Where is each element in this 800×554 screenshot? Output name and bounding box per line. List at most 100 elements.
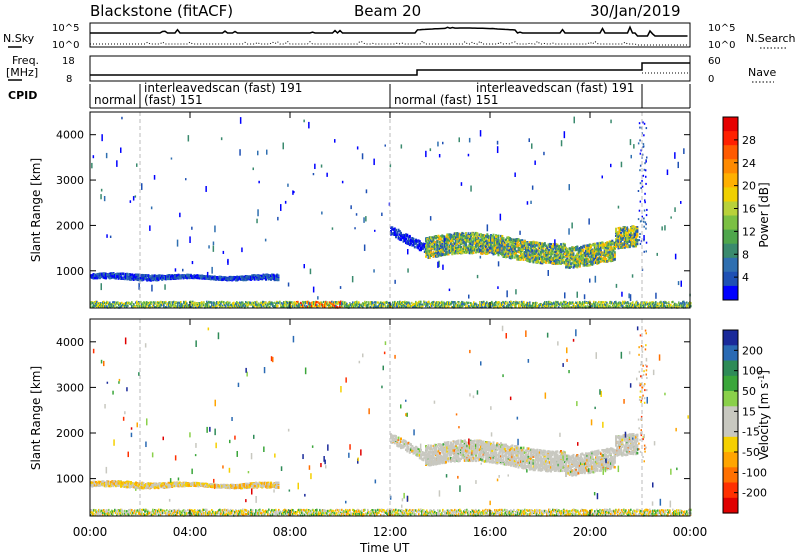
echo-cell	[465, 248, 467, 252]
freq-panel-frame	[89, 55, 691, 82]
echo-cell	[614, 301, 616, 304]
echo-cell	[541, 243, 544, 247]
echo-cell	[116, 275, 119, 278]
echo-cell	[424, 303, 426, 306]
echo-cell	[472, 232, 475, 236]
echo-cell	[390, 303, 392, 306]
echo-cell	[160, 276, 162, 280]
echo-cell	[447, 241, 450, 244]
echo-cell	[173, 305, 175, 308]
echo-cell	[114, 303, 116, 306]
echo-cell	[546, 303, 548, 306]
echo-cell	[245, 275, 247, 279]
echo-cell	[502, 300, 504, 304]
echo-cell	[425, 240, 427, 243]
echo-cell	[394, 300, 396, 304]
echo-cell	[463, 242, 466, 245]
echo-cell	[208, 300, 210, 304]
echo-cell	[336, 301, 338, 304]
echo-cell	[193, 306, 195, 309]
echo-cell	[213, 302, 215, 305]
echo-cell	[622, 300, 624, 303]
echo-cell	[271, 301, 273, 304]
echo-cell	[359, 305, 361, 308]
echo-cell	[446, 243, 449, 246]
echo-cell	[535, 247, 537, 251]
echo-cell	[402, 233, 405, 237]
echo-cell	[435, 236, 437, 240]
echo-cell	[491, 241, 494, 244]
echo-cell	[430, 236, 432, 239]
echo-cell	[137, 273, 140, 277]
echo-cell	[325, 305, 327, 308]
echo-cell	[187, 305, 189, 309]
echo-cell	[261, 301, 263, 304]
echo-cell	[378, 304, 380, 307]
echo-cell	[182, 305, 184, 308]
echo-cell	[201, 306, 203, 309]
echo-cell	[203, 275, 206, 278]
echo-cell	[132, 274, 135, 278]
echo-cell	[511, 302, 513, 305]
echo-cell	[431, 240, 434, 243]
echo-cell	[477, 236, 480, 240]
echo-cell	[544, 302, 546, 305]
echo-cell	[441, 250, 444, 253]
echo-cell	[616, 303, 618, 306]
echo-cell	[222, 278, 225, 281]
echo-cell	[480, 245, 482, 248]
echo-cell	[196, 276, 199, 280]
echo-cell	[523, 300, 525, 304]
echo-cell	[514, 303, 516, 306]
echo-cell	[95, 275, 97, 278]
echo-cell	[345, 305, 347, 308]
echo-cell	[682, 305, 684, 308]
echo-cell	[379, 303, 381, 306]
echo-cell	[120, 272, 122, 276]
echo-cell	[574, 305, 576, 308]
echo-cell	[527, 251, 530, 255]
echo-cell	[130, 278, 132, 281]
echo-cell	[532, 251, 535, 255]
echo-cell	[520, 258, 522, 261]
echo-cell	[416, 303, 418, 306]
echo-cell	[595, 301, 597, 304]
echo-cell	[94, 304, 96, 307]
echo-cell	[188, 304, 190, 307]
echo-cell	[442, 301, 444, 305]
echo-cell	[493, 236, 496, 239]
echo-cell	[246, 303, 248, 306]
echo-cell	[428, 300, 430, 303]
echo-cell	[522, 254, 525, 257]
echo-cell	[271, 303, 273, 306]
echo-cell	[141, 306, 143, 309]
echo-cell	[500, 245, 502, 248]
echo-cell	[174, 304, 176, 307]
echo-cell	[128, 278, 131, 281]
echo-cell	[681, 304, 683, 307]
echo-cell	[662, 302, 664, 305]
echo-cell	[210, 277, 212, 281]
echo-cell	[362, 306, 364, 309]
echo-cell	[361, 303, 363, 306]
echo-cell	[681, 302, 683, 305]
echo-cell	[235, 304, 237, 307]
echo-cell	[265, 303, 267, 306]
echo-cell	[198, 302, 200, 305]
echo-cell	[430, 245, 432, 248]
echo-cell	[122, 272, 125, 276]
echo-cell	[550, 301, 552, 304]
echo-cell	[226, 301, 228, 304]
echo-cell	[214, 302, 216, 305]
echo-cell	[438, 243, 441, 246]
echo-cell	[629, 306, 631, 309]
echo-cell	[411, 244, 414, 247]
echo-cell	[149, 301, 151, 304]
echo-cell	[338, 301, 340, 304]
echo-cell	[453, 251, 456, 255]
echo-cell	[403, 239, 406, 242]
echo-cell	[495, 240, 497, 243]
echo-cell	[351, 305, 353, 308]
echo-cell	[530, 253, 532, 257]
echo-cell	[468, 251, 471, 255]
